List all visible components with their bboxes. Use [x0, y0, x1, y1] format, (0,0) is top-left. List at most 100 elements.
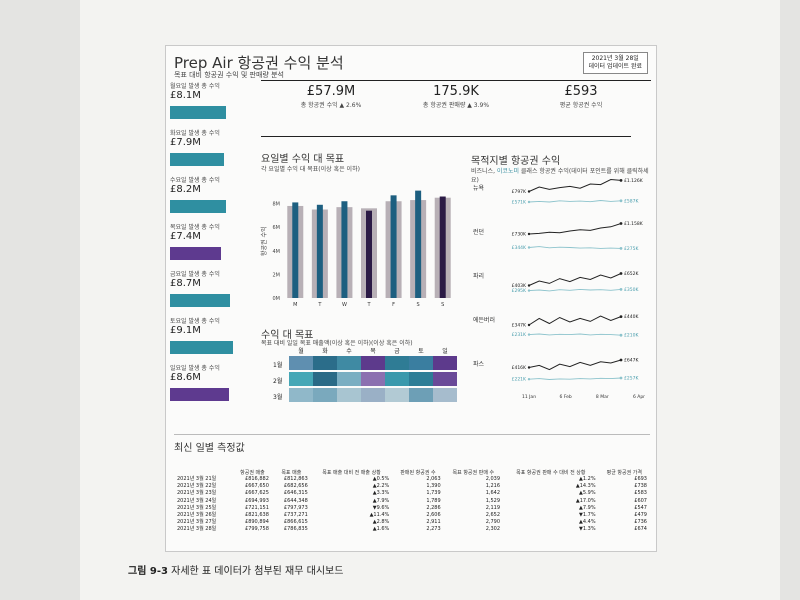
- heatmap-cell[interactable]: [409, 388, 433, 402]
- day-revenue-item[interactable]: 일요일 발생 총 수익 £8.6M: [170, 363, 255, 410]
- revenue-bar[interactable]: [390, 195, 397, 298]
- business-line[interactable]: [528, 273, 622, 286]
- table-cell: £736: [634, 519, 647, 526]
- table-cell: ▼9.6%: [372, 504, 390, 511]
- heatmap-cell[interactable]: [385, 388, 409, 402]
- business-line[interactable]: [528, 223, 622, 235]
- column-header[interactable]: 판매된 항공권 수: [400, 470, 436, 476]
- business-line[interactable]: [528, 178, 622, 192]
- revenue-bar[interactable]: [366, 210, 372, 298]
- kpi-total-revenue[interactable]: £57.9M 총 항공권 수익 ▲ 2.6%: [281, 84, 381, 109]
- economy-line-end-point[interactable]: [619, 288, 623, 291]
- business-line-end-point[interactable]: [619, 222, 623, 225]
- day-revenue-bar: [170, 106, 226, 119]
- x-tick-label: S: [417, 302, 420, 308]
- heatmap-cell[interactable]: [289, 388, 313, 402]
- day-revenue-bar: [170, 388, 230, 401]
- revenue-bar[interactable]: [316, 204, 323, 298]
- heatmap-cell[interactable]: [385, 356, 409, 370]
- kpi-average-revenue[interactable]: £593 평균 항공권 수익: [531, 84, 631, 109]
- heatmap-cell[interactable]: [337, 356, 361, 370]
- economy-line-end-point[interactable]: [619, 376, 623, 380]
- heatmap-cell[interactable]: [361, 388, 385, 402]
- business-line[interactable]: [528, 359, 622, 371]
- column-header[interactable]: [174, 454, 233, 476]
- business-line-start-point[interactable]: [527, 284, 531, 287]
- revenue-bar[interactable]: [439, 196, 446, 298]
- economy-line-start-point[interactable]: [527, 200, 531, 204]
- day-revenue-item[interactable]: 목요일 발생 총 수익 £7.4M: [170, 222, 255, 269]
- column-header[interactable]: 목표 매출: [281, 470, 302, 476]
- day-revenue-item[interactable]: 토요일 발생 총 수익 £9.1M: [170, 316, 255, 363]
- table-row[interactable]: 2021년 3월 27일 £890,894 £866,615 ▲2.8% 2,911 2,…: [174, 519, 650, 526]
- subtitle-part: 클래스 항공권 수익(데이터 포인트를 위해 클릭하세요): [471, 168, 649, 184]
- table-row[interactable]: 2021년 3월 28일 £799,758 £786,835 ▲1.6% 2,273 2,…: [174, 526, 650, 533]
- economy-line[interactable]: [528, 200, 622, 203]
- heatmap-cell[interactable]: [289, 372, 313, 386]
- revenue-bar[interactable]: [292, 202, 299, 298]
- table-row[interactable]: 2021년 3월 25일 £721,151 £797,973 ▼9.6% 2,286 2,…: [174, 505, 650, 512]
- column-header[interactable]: 목표 매출 대비 전 매출 상황: [322, 470, 381, 476]
- revenue-bar[interactable]: [341, 201, 348, 298]
- table-cell: 2,119: [485, 504, 501, 511]
- economy-line-start-point[interactable]: [527, 289, 531, 292]
- table-row[interactable]: 2021년 3월 21일 £816,882 £812,863 ▲0.5% 2,063 2,…: [174, 476, 650, 483]
- economy-line[interactable]: [528, 333, 622, 336]
- heatmap-cell[interactable]: [361, 356, 385, 370]
- business-line-end-point[interactable]: [619, 272, 623, 275]
- column-header[interactable]: 목표 항공권 판매 수 대비 전 상황: [516, 470, 586, 476]
- heatmap-cell[interactable]: [433, 356, 457, 370]
- business-line-end-point[interactable]: [619, 179, 623, 182]
- heatmap-cell[interactable]: [313, 356, 337, 370]
- table-row[interactable]: 2021년 3월 26일 £821,638 £737,271 ▲11.4% 2,606 2…: [174, 512, 650, 519]
- column-header[interactable]: 항공권 매출: [240, 470, 265, 476]
- economy-line-start-point[interactable]: [527, 333, 531, 336]
- table-row[interactable]: 2021년 3월 22일 £667,650 £682,656 ▲2.2% 1,390 1,…: [174, 483, 650, 490]
- heatmap-cell[interactable]: [409, 356, 433, 370]
- revenue-target-heatmap: 월 화 수 목 금 토 일 1월 2월 3월: [261, 346, 461, 416]
- economy-line-start-point[interactable]: [527, 246, 531, 249]
- heatmap-cell[interactable]: [337, 388, 361, 402]
- heatmap-cell[interactable]: [433, 388, 457, 402]
- revenue-bar[interactable]: [415, 190, 422, 298]
- economy-line[interactable]: [528, 288, 622, 292]
- business-line-end-point[interactable]: [619, 315, 623, 318]
- business-start-label: £416K: [512, 365, 527, 371]
- business-line[interactable]: [528, 315, 622, 326]
- column-header[interactable]: 목표 항공권 판매 수: [452, 470, 495, 476]
- day-revenue-item[interactable]: 금요일 발생 총 수익 £8.7M: [170, 269, 255, 316]
- economy-line[interactable]: [528, 246, 622, 249]
- economy-line[interactable]: [528, 377, 622, 380]
- table-cell: ▲17.0%: [575, 497, 596, 504]
- heatmap-cell[interactable]: [337, 372, 361, 386]
- table-row[interactable]: 2021년 3월 23일 £667,625 £646,315 ▲3.3% 1,739 1,…: [174, 490, 650, 497]
- heatmap-cell[interactable]: [313, 372, 337, 386]
- business-line-start-point[interactable]: [527, 232, 531, 236]
- figure-number: 그림 9-3: [128, 566, 168, 577]
- economy-line-end-point[interactable]: [619, 333, 623, 337]
- heatmap-cell[interactable]: [433, 372, 457, 386]
- heatmap-cell[interactable]: [385, 372, 409, 386]
- economy-line-end-point[interactable]: [619, 199, 623, 203]
- business-line-start-point[interactable]: [527, 323, 531, 327]
- day-revenue-item[interactable]: 수요일 발생 총 수익 £8.2M: [170, 175, 255, 222]
- business-line-start-point[interactable]: [527, 366, 531, 369]
- economy-line-start-point[interactable]: [527, 378, 531, 381]
- heatmap-cell[interactable]: [409, 372, 433, 386]
- table-cell: 2021년 3월 27일: [177, 519, 217, 526]
- heatmap-cell[interactable]: [313, 388, 337, 402]
- business-line-start-point[interactable]: [527, 190, 531, 193]
- day-revenue-item[interactable]: 화요일 발생 총 수익 £7.9M: [170, 128, 255, 175]
- day-revenue-item[interactable]: 월요일 발생 총 수익 £8.1M: [170, 81, 255, 128]
- table-cell: £583: [634, 490, 647, 497]
- business-line-end-point[interactable]: [619, 358, 623, 362]
- table-cell: ▼1.3%: [579, 526, 596, 533]
- heatmap-cell[interactable]: [289, 356, 313, 370]
- weekday-bar-chart: 0M 2M 4M 6M 8M M T W T F S S: [273, 190, 451, 308]
- column-header[interactable]: 평균 항공권 가격: [606, 470, 642, 476]
- kpi-total-tickets[interactable]: 175.9K 총 항공권 판매량 ▲ 3.9%: [406, 84, 506, 109]
- heatmap-cell[interactable]: [361, 372, 385, 386]
- table-row[interactable]: 2021년 3월 24일 £694,993 £644,348 ▲7.9% 1,789 1,…: [174, 498, 650, 505]
- business-end-label: £1.158K: [624, 221, 644, 227]
- economy-line-end-point[interactable]: [619, 247, 623, 250]
